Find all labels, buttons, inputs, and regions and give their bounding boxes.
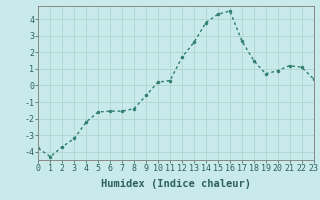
X-axis label: Humidex (Indice chaleur): Humidex (Indice chaleur) (101, 179, 251, 189)
